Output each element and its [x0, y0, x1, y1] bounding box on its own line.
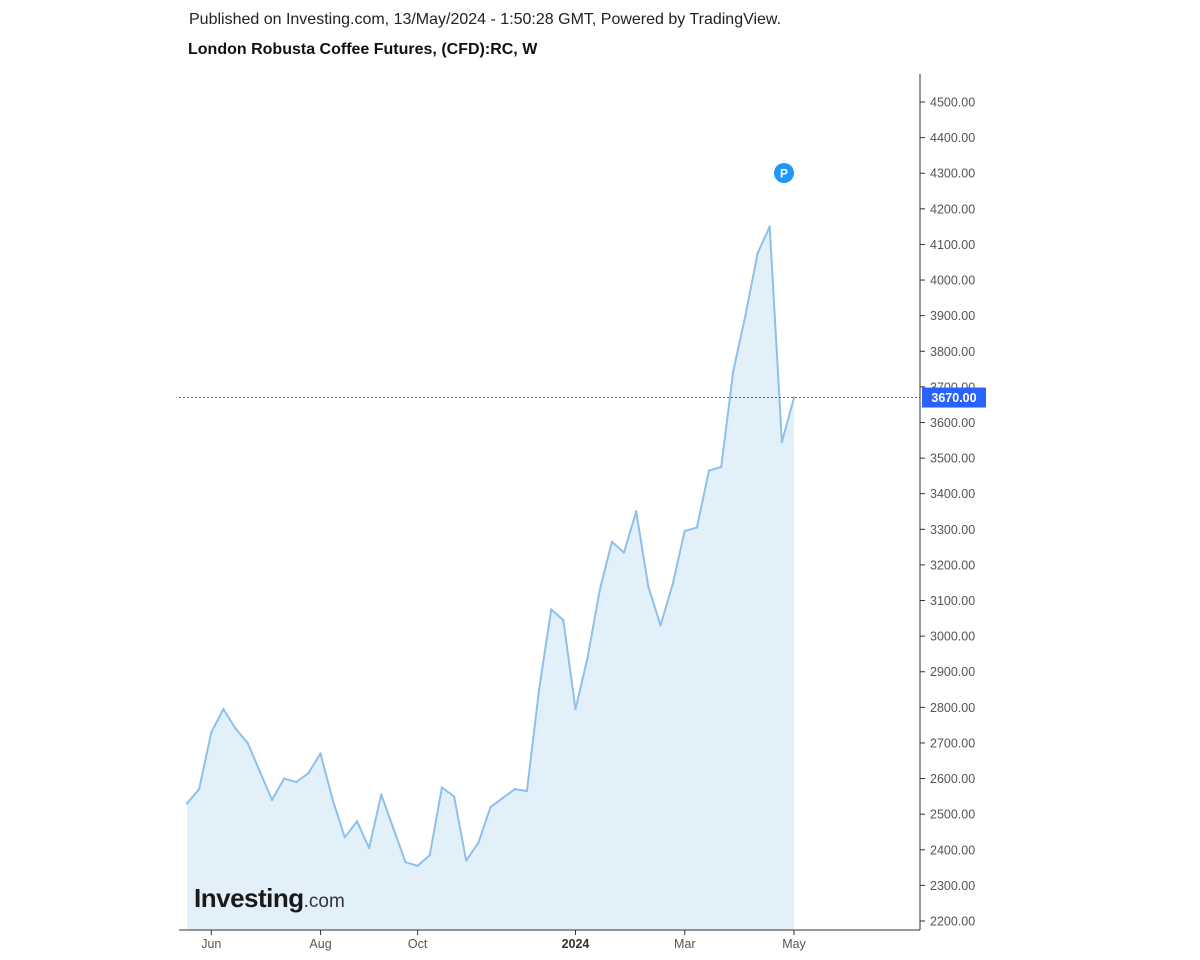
marker-group[interactable]: P — [774, 163, 794, 183]
y-tick-label: 3200.00 — [930, 558, 975, 572]
data-point — [355, 820, 359, 823]
data-point — [246, 741, 249, 745]
data-point — [683, 529, 686, 533]
data-point — [574, 707, 577, 711]
data-point — [598, 588, 601, 591]
data-point — [756, 252, 759, 255]
data-point — [550, 608, 553, 611]
y-tick-label: 4300.00 — [930, 167, 975, 181]
data-point — [234, 727, 237, 730]
y-tick-label: 3300.00 — [930, 523, 975, 537]
data-point — [197, 788, 201, 791]
data-point — [622, 551, 626, 554]
axes-layer — [179, 74, 921, 931]
data-point — [367, 846, 371, 850]
data-point — [465, 859, 468, 862]
data-point — [780, 440, 784, 444]
data-point — [210, 731, 213, 734]
last-price-badge — [922, 387, 986, 408]
data-point — [270, 798, 274, 802]
data-point — [525, 789, 529, 793]
y-tick-label: 3000.00 — [930, 630, 975, 644]
data-point — [562, 618, 565, 622]
y-tick-label: 4000.00 — [930, 274, 975, 288]
y-tick-label: 4400.00 — [930, 131, 975, 145]
p-marker-label: P — [780, 167, 788, 181]
y-tick-label: 2900.00 — [930, 665, 975, 679]
y-ticks: 2200.00 2300.00 2400.00 2500.00 2600.00 2700.… — [920, 96, 975, 929]
data-point — [428, 853, 431, 857]
y-tick-label: 3100.00 — [930, 594, 975, 608]
published-notice: Published on Investing.com, 13/May/2024 … — [189, 11, 782, 28]
x-tick-label: May — [782, 937, 806, 951]
data-point — [307, 772, 310, 775]
data-point — [404, 861, 407, 864]
y-tick-label: 3900.00 — [930, 309, 975, 323]
data-point — [222, 707, 225, 711]
price-area-fill — [187, 226, 794, 931]
data-point — [513, 788, 516, 791]
y-tick-label: 2400.00 — [930, 843, 975, 857]
data-point — [501, 796, 504, 800]
y-tick-label: 2600.00 — [930, 772, 975, 786]
data-point — [695, 526, 699, 529]
y-tick-label: 3600.00 — [930, 416, 975, 430]
data-point — [477, 841, 480, 844]
y-tick-label: 4100.00 — [930, 238, 975, 252]
data-point — [343, 836, 346, 839]
y-tick-label: 3800.00 — [930, 345, 975, 359]
y-tick-label: 2300.00 — [930, 879, 975, 893]
data-point — [635, 510, 638, 513]
data-point — [392, 827, 395, 830]
data-point — [185, 802, 189, 805]
logo-suffix-text: .com — [303, 891, 345, 912]
data-point — [768, 225, 771, 228]
data-point — [282, 777, 286, 780]
data-point — [744, 314, 747, 317]
y-tick-label: 3500.00 — [930, 452, 975, 466]
data-point — [659, 624, 662, 627]
data-point — [258, 770, 261, 773]
data-point — [416, 864, 419, 867]
data-point — [319, 752, 322, 755]
x-tick-label: Oct — [408, 937, 428, 951]
data-point — [489, 805, 492, 809]
y-tick-label: 2700.00 — [930, 736, 975, 750]
data-point — [720, 465, 723, 469]
data-point — [732, 369, 735, 372]
data-point — [380, 793, 383, 796]
data-point — [295, 780, 298, 784]
last-price-group: 3670.00 — [179, 387, 986, 408]
data-point — [707, 469, 711, 472]
y-tick-label: 3400.00 — [930, 487, 975, 501]
y-tick-label: 2800.00 — [930, 701, 975, 715]
last-price-label: 3670.00 — [931, 391, 976, 405]
p-marker-icon[interactable] — [774, 163, 794, 183]
data-point — [452, 795, 456, 798]
area-layer — [185, 225, 796, 931]
data-point — [647, 585, 650, 588]
data-point — [331, 798, 334, 802]
x-ticks: Jun Aug Oct 2024 Mar May — [201, 930, 807, 951]
y-tick-label: 2500.00 — [930, 808, 975, 822]
x-tick-label: Jun — [201, 937, 221, 951]
data-point — [586, 656, 589, 659]
data-point — [671, 583, 674, 586]
y-tick-label: 4500.00 — [930, 96, 975, 110]
data-point — [792, 396, 796, 399]
data-point — [537, 688, 541, 691]
x-tick-label: 2024 — [562, 937, 590, 951]
logo-main-text: Investing — [194, 883, 304, 913]
y-tick-label: 4200.00 — [930, 202, 975, 216]
data-point — [610, 540, 614, 543]
x-tick-label: Mar — [674, 937, 696, 951]
y-tick-label: 2200.00 — [930, 915, 975, 929]
data-point — [440, 786, 444, 789]
investing-logo: Investing.com — [194, 883, 345, 914]
chart-title: London Robusta Coffee Futures, (CFD):RC,… — [188, 41, 538, 58]
x-tick-label: Aug — [309, 937, 331, 951]
